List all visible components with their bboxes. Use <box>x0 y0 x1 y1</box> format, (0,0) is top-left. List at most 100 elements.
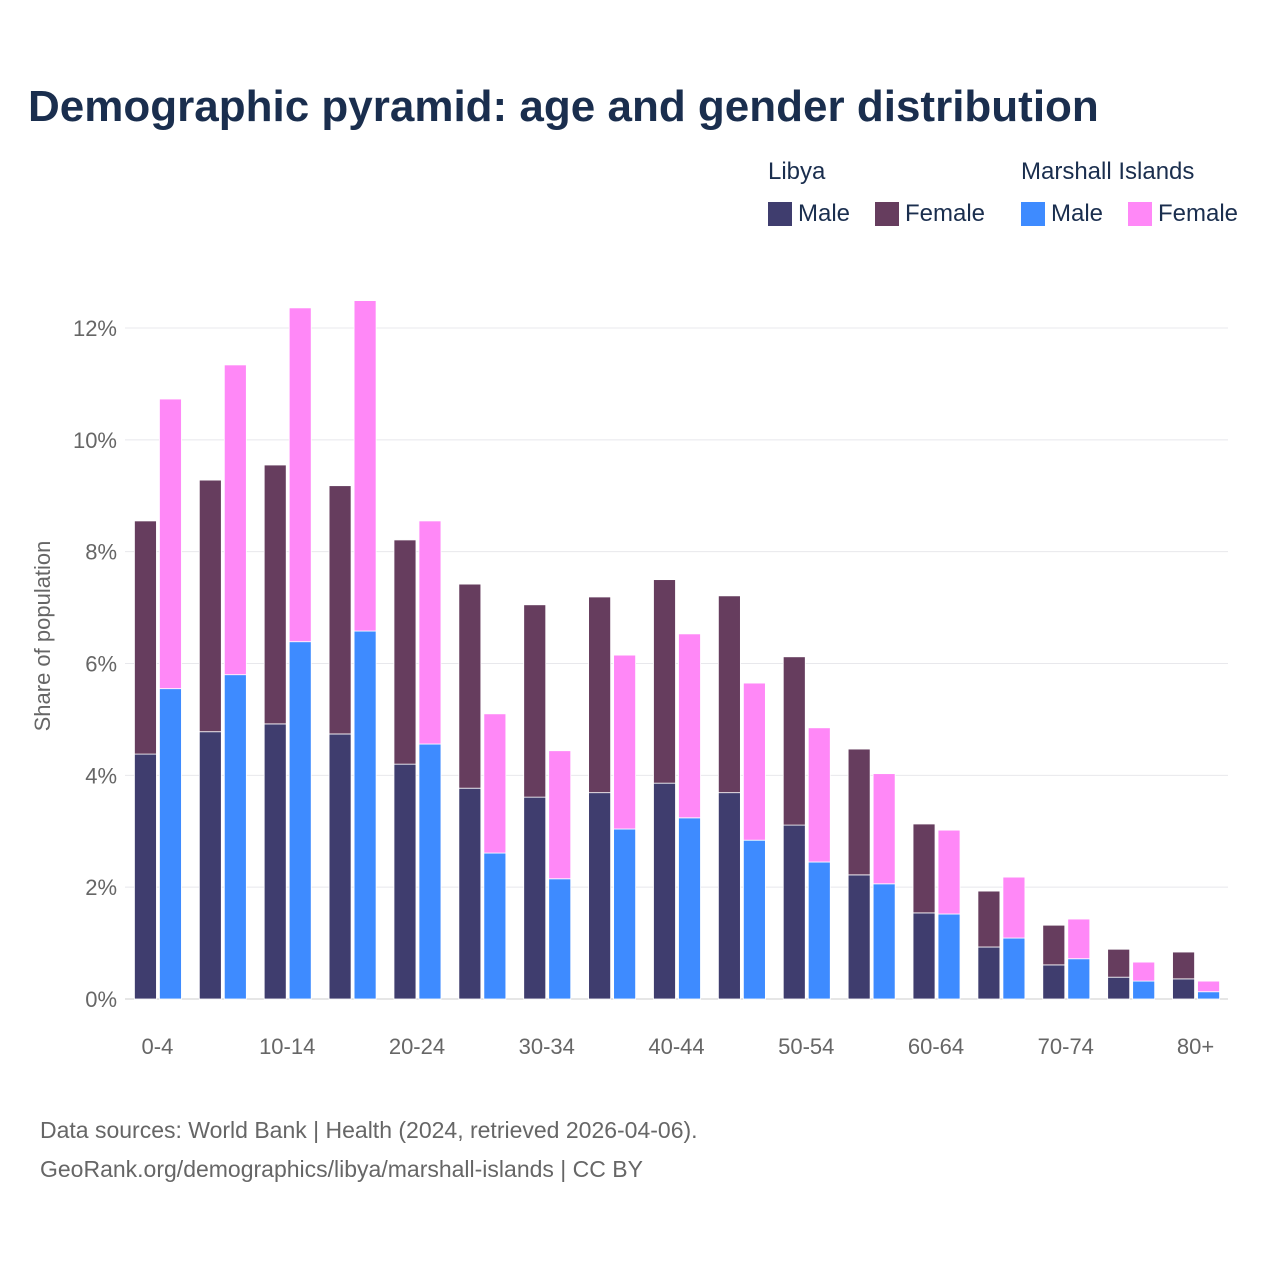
legend-libya-male[interactable]: Male <box>768 200 850 228</box>
bar-libya-male-80+ <box>1172 978 1195 1000</box>
bar-libya-female-40-44 <box>653 579 676 784</box>
bar-marshall-islands-female-75-79 <box>1132 961 1156 982</box>
bar-libya-female-5-9 <box>198 479 222 733</box>
bar-marshall-islands-male-50-54 <box>807 861 831 1000</box>
y-tick-label: 0% <box>85 987 117 1012</box>
legend-group-marshall-islands: Marshall Islands <box>1021 158 1195 185</box>
bar-libya-male-60-64 <box>912 912 936 1000</box>
legend-label: Female <box>1158 200 1239 227</box>
bar-libya-male-25-29 <box>458 787 482 1000</box>
bar-marshall-islands-male-40-44 <box>678 817 701 1000</box>
bar-marshall-islands-male-5-9 <box>223 674 247 1000</box>
legend-mi-female[interactable]: Female <box>1128 200 1238 228</box>
bar-marshall-islands-female-20-24 <box>418 520 442 745</box>
x-tick-label: 0-4 <box>142 1034 174 1059</box>
legend-mi-male[interactable]: Male <box>1021 200 1103 228</box>
legend-label: Female <box>905 200 986 227</box>
bar-libya-male-65-69 <box>977 946 1001 1000</box>
bar-marshall-islands-female-25-29 <box>483 713 507 854</box>
bar-marshall-islands-male-10-14 <box>288 641 312 1000</box>
y-tick-label: 10% <box>73 428 117 453</box>
bar-libya-female-25-29 <box>458 583 482 789</box>
chart-title: Demographic pyramid: age and gender dist… <box>28 82 1099 131</box>
legend-group-libya: Libya <box>768 158 826 185</box>
bar-libya-male-75-79 <box>1107 976 1131 1000</box>
bar-libya-female-55-59 <box>847 748 871 876</box>
bar-libya-male-45-49 <box>717 792 741 1000</box>
x-tick-label: 30-34 <box>519 1034 575 1059</box>
bar-marshall-islands-female-70-74 <box>1067 918 1091 960</box>
bar-libya-male-15-19 <box>328 733 352 1000</box>
bar-libya-male-30-34 <box>523 796 547 1000</box>
y-tick-label: 6% <box>85 652 117 677</box>
legend-libya-female[interactable]: Female <box>875 200 985 228</box>
bar-libya-female-80+ <box>1172 951 1195 980</box>
bar-marshall-islands-female-35-39 <box>613 654 637 830</box>
bar-marshall-islands-male-55-59 <box>872 883 896 1000</box>
bar-libya-male-5-9 <box>198 731 222 1000</box>
bar-marshall-islands-male-20-24 <box>418 743 442 1000</box>
legend-swatch <box>875 202 899 226</box>
bar-marshall-islands-male-45-49 <box>742 839 766 1000</box>
legend-swatch <box>1128 202 1152 226</box>
bar-marshall-islands-female-30-34 <box>548 750 572 880</box>
bar-libya-male-40-44 <box>653 782 676 1000</box>
bar-libya-female-60-64 <box>912 823 936 914</box>
bar-libya-female-70-74 <box>1042 924 1066 966</box>
legend-label: Male <box>798 200 851 227</box>
x-tick-label: 80+ <box>1177 1034 1214 1059</box>
y-axis-label: Share of population <box>30 541 55 732</box>
source-line-2[interactable]: GeoRank.org/demographics/libya/marshall-… <box>40 1156 643 1182</box>
legend-swatch <box>1021 202 1045 226</box>
bar-libya-male-35-39 <box>588 792 612 1000</box>
bar-marshall-islands-female-60-64 <box>937 829 961 915</box>
source-line-1: Data sources: World Bank | Health (2024,… <box>40 1117 698 1143</box>
bar-libya-female-50-54 <box>782 656 806 826</box>
bar-marshall-islands-female-5-9 <box>223 364 247 676</box>
bar-libya-female-10-14 <box>263 464 287 725</box>
bar-libya-male-50-54 <box>782 824 806 1000</box>
legend-label: Male <box>1051 200 1104 227</box>
bar-libya-male-70-74 <box>1042 964 1066 1000</box>
x-tick-label: 20-24 <box>389 1034 445 1059</box>
y-tick-label: 12% <box>73 316 117 341</box>
bar-marshall-islands-male-35-39 <box>613 828 637 1000</box>
x-tick-label: 60-64 <box>908 1034 964 1059</box>
x-tick-label: 70-74 <box>1038 1034 1094 1059</box>
bar-marshall-islands-female-40-44 <box>678 633 701 819</box>
y-tick-label: 4% <box>85 763 117 788</box>
bar-marshall-islands-female-45-49 <box>742 682 766 841</box>
x-tick-label: 10-14 <box>259 1034 315 1059</box>
bar-libya-male-55-59 <box>847 874 871 1000</box>
bar-marshall-islands-male-30-34 <box>548 878 572 1000</box>
x-tick-label: 40-44 <box>648 1034 704 1059</box>
bar-marshall-islands-female-15-19 <box>353 300 377 632</box>
bar-marshall-islands-female-65-69 <box>1002 876 1026 939</box>
bar-marshall-islands-male-65-69 <box>1002 937 1026 1000</box>
bar-libya-female-0-4 <box>134 520 157 755</box>
bar-libya-male-0-4 <box>134 753 157 1000</box>
bar-libya-male-10-14 <box>263 723 287 1000</box>
bar-libya-female-35-39 <box>588 596 612 794</box>
bar-marshall-islands-female-55-59 <box>872 773 896 885</box>
bar-libya-female-30-34 <box>523 604 547 798</box>
legend-swatch <box>768 202 792 226</box>
y-tick-label: 2% <box>85 875 117 900</box>
bar-marshall-islands-female-50-54 <box>807 727 831 863</box>
bar-marshall-islands-female-10-14 <box>288 307 312 643</box>
bar-marshall-islands-female-80+ <box>1197 980 1220 993</box>
bar-marshall-islands-male-75-79 <box>1132 980 1156 1000</box>
bar-libya-female-45-49 <box>717 595 741 794</box>
bar-marshall-islands-male-0-4 <box>159 688 182 1000</box>
bar-marshall-islands-male-15-19 <box>353 630 377 1000</box>
bar-marshall-islands-male-60-64 <box>937 913 961 1000</box>
bar-libya-female-65-69 <box>977 890 1001 948</box>
bar-marshall-islands-female-0-4 <box>159 398 182 690</box>
bar-marshall-islands-male-80+ <box>1197 991 1220 1000</box>
y-tick-label: 8% <box>85 540 117 565</box>
bar-libya-male-20-24 <box>393 763 417 1000</box>
bar-libya-female-20-24 <box>393 539 417 765</box>
bar-libya-female-15-19 <box>328 485 352 735</box>
